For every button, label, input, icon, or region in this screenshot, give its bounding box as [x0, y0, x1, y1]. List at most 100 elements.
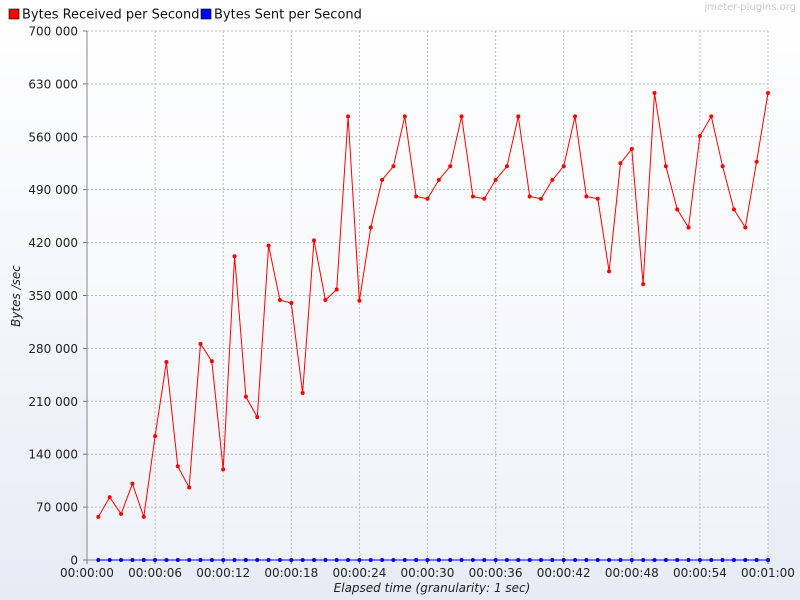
data-point-series-0 [539, 196, 543, 201]
x-tick-label: 00:00:18 [264, 566, 318, 580]
x-tick-label: 00:00:36 [469, 566, 523, 580]
data-point-series-0 [243, 394, 248, 399]
data-point-series-0 [414, 194, 419, 199]
legend: Bytes Received per Second Bytes Sent per… [8, 8, 362, 23]
legend-label-sent: Bytes Sent per Second [214, 8, 362, 23]
y-tick-label: 70 000 [36, 501, 78, 515]
data-point-series-0 [368, 225, 373, 230]
data-point-series-0 [289, 301, 294, 306]
data-point-series-1 [96, 558, 101, 562]
data-point-series-1 [720, 558, 725, 562]
y-tick-label: 700 000 [28, 25, 78, 39]
data-point-series-0 [618, 161, 623, 166]
data-point-series-0 [516, 114, 521, 119]
data-point-series-0 [380, 177, 385, 182]
data-point-series-1 [607, 558, 612, 562]
data-point-series-0 [595, 196, 600, 201]
x-tick-label: 00:00:48 [605, 566, 659, 580]
data-point-series-1 [198, 558, 203, 562]
data-point-series-1 [675, 558, 680, 562]
y-tick-label: 210 000 [28, 395, 78, 409]
data-point-series-0 [175, 464, 180, 469]
x-tick-label: 00:00:42 [537, 566, 591, 580]
data-point-series-1 [766, 558, 770, 562]
data-point-series-1 [414, 558, 419, 562]
data-point-series-0 [277, 298, 282, 303]
data-point-series-0 [141, 514, 146, 519]
data-point-series-0 [720, 164, 725, 169]
data-point-series-1 [539, 558, 543, 562]
data-point-series-0 [561, 164, 566, 169]
data-point-series-1 [266, 558, 271, 562]
x-tick-label: 00:00:12 [196, 566, 250, 580]
data-point-series-1 [164, 558, 169, 562]
watermark-text: jmeter-plugins.org [703, 2, 796, 13]
data-point-series-1 [584, 558, 589, 562]
data-point-series-1 [641, 558, 646, 562]
data-point-series-1 [493, 558, 498, 562]
data-point-series-1 [709, 558, 714, 562]
series-points [96, 90, 770, 562]
data-point-series-0 [459, 114, 464, 119]
data-point-series-0 [119, 511, 124, 516]
data-point-series-0 [436, 177, 441, 182]
data-point-series-1 [153, 558, 158, 562]
data-point-series-0 [584, 194, 589, 199]
data-point-series-1 [448, 558, 453, 562]
data-point-series-1 [119, 558, 124, 562]
data-point-series-0 [198, 341, 203, 346]
data-point-series-1 [731, 558, 736, 562]
data-point-series-0 [153, 434, 158, 439]
data-point-series-0 [187, 485, 192, 490]
x-tick-labels: 00:00:00 00:00:06 00:00:12 00:00:18 00:00:24… [60, 566, 795, 580]
data-point-series-0 [107, 495, 112, 500]
data-point-series-0 [255, 415, 260, 420]
data-point-series-0 [652, 90, 657, 95]
data-point-series-1 [743, 558, 748, 562]
x-tick-label: 00:00:54 [673, 566, 727, 580]
y-tick-label: 560 000 [28, 130, 78, 144]
x-tick-label: 00:01:00 [741, 566, 795, 580]
data-point-series-1 [243, 558, 248, 562]
data-point-series-0 [675, 207, 680, 212]
data-point-series-1 [221, 558, 226, 562]
data-point-series-1 [470, 558, 475, 562]
data-point-series-0 [391, 164, 396, 169]
data-point-series-1 [334, 558, 339, 562]
data-point-series-1 [754, 558, 759, 562]
data-point-series-1 [346, 558, 351, 562]
data-point-series-1 [175, 558, 180, 562]
x-tick-label: 00:00:24 [332, 566, 386, 580]
data-point-series-0 [573, 114, 578, 119]
legend-swatch-received [8, 8, 20, 20]
data-point-series-1 [187, 558, 192, 562]
data-point-series-0 [300, 390, 305, 395]
data-point-series-0 [754, 159, 759, 164]
x-axis-title: Elapsed time (granularity: 1 sec) [334, 581, 531, 595]
data-point-series-0 [709, 114, 714, 119]
y-tick-label: 420 000 [28, 236, 78, 250]
data-point-series-1 [561, 558, 566, 562]
data-point-series-0 [766, 90, 770, 95]
data-point-series-0 [448, 164, 453, 169]
data-point-series-1 [357, 558, 362, 562]
data-point-series-1 [425, 558, 430, 562]
data-point-series-0 [209, 359, 214, 364]
data-point-series-0 [425, 196, 430, 201]
data-point-series-1 [277, 558, 282, 562]
data-point-series-1 [697, 558, 702, 562]
data-point-series-1 [368, 558, 373, 562]
data-point-series-1 [686, 558, 691, 562]
x-tick-label: 00:00:00 [60, 566, 114, 580]
data-point-series-1 [573, 558, 578, 562]
data-point-series-0 [607, 269, 612, 274]
data-point-series-1 [629, 558, 634, 562]
data-point-series-0 [686, 225, 691, 230]
data-point-series-1 [652, 558, 657, 562]
data-point-series-0 [232, 254, 237, 259]
legend-label-received: Bytes Received per Second [22, 8, 199, 23]
data-point-series-1 [595, 558, 600, 562]
data-point-series-1 [130, 558, 135, 562]
data-point-series-0 [504, 164, 509, 169]
